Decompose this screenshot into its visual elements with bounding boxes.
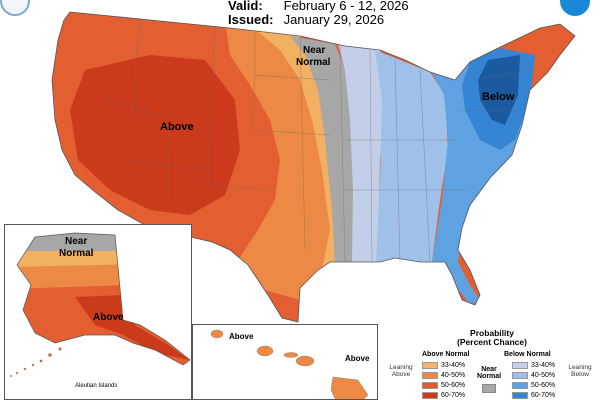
issued-key: Issued:: [228, 12, 274, 27]
below-swatch: [512, 371, 528, 379]
conus-outline: [51, 11, 576, 323]
aleutian-islands-label: Aleutian Islands: [75, 383, 118, 389]
legend-above-heading: Above Normal: [422, 351, 470, 358]
conus-near-label-line1: Near: [303, 45, 325, 56]
below-swatch: [512, 361, 528, 369]
above-range-label: 60-70%: [441, 391, 466, 399]
issued-line: Issued: January 29, 2026: [228, 12, 384, 27]
conus-below-label: Below: [482, 91, 515, 103]
valid-key: Valid:: [228, 0, 263, 13]
legend-leaning-below: Leaning Below: [562, 364, 598, 378]
near-head-line1: Near: [481, 366, 497, 373]
legend-near-heading: Near Normal: [477, 366, 501, 380]
molokai-island: [283, 352, 299, 358]
below-swatch: [512, 381, 528, 389]
below-row: 60-70%: [512, 391, 555, 399]
valid-line: Valid: February 6 - 12, 2026: [228, 0, 409, 13]
above-swatch: [422, 391, 438, 399]
ak-above-label: Above: [93, 312, 124, 323]
hi-above-label-1: Above: [229, 332, 254, 341]
alaska-inset: Near Normal Above Aleutian Islands: [4, 224, 192, 400]
above-swatch: [422, 381, 438, 389]
probability-legend: Probability (Percent Chance) Above Norma…: [384, 326, 600, 400]
hawaii-inset: Above Above: [192, 324, 378, 400]
issued-value: January 29, 2026: [283, 12, 385, 27]
valid-value: February 6 - 12, 2026: [283, 0, 409, 13]
aleutian-islands-chain: [10, 347, 62, 377]
below-row: 40-50%: [512, 371, 555, 379]
conus-above-label: Above: [160, 121, 194, 133]
maui-island: [295, 355, 315, 367]
above-row: 40-50%: [422, 371, 465, 379]
above-swatch: [422, 361, 438, 369]
below-row: 50-60%: [512, 381, 555, 389]
leaning-below-line1: Leaning: [568, 364, 592, 371]
below-range-label: 40-50%: [531, 371, 556, 379]
big-island: [330, 376, 369, 399]
hi-above-label-2: Above: [345, 354, 370, 363]
above-range-label: 33-40%: [441, 361, 466, 369]
below-range-label: 33-40%: [531, 361, 556, 369]
map-header: Valid: February 6 - 12, 2026 Issued: Jan…: [0, 0, 600, 30]
above-row: 60-70%: [422, 391, 465, 399]
state-boundaries: [99, 17, 536, 263]
conus-near-label-line2: Normal: [296, 57, 331, 68]
nws-logo: [560, 0, 590, 16]
below-range-label: 60-70%: [531, 391, 556, 399]
above-swatch: [422, 371, 438, 379]
ak-near-label-line1: Near: [65, 236, 87, 247]
below-swatch: [512, 391, 528, 399]
below-range-label: 50-60%: [531, 381, 556, 389]
oahu-island: [256, 345, 274, 357]
legend-near-swatch: [482, 384, 496, 393]
legend-title-line2: (Percent Chance): [457, 337, 527, 347]
leaning-above-line1: Leaning: [389, 364, 413, 371]
below-row: 33-40%: [512, 361, 555, 369]
above-row: 50-60%: [422, 381, 465, 389]
above-row: 33-40%: [422, 361, 465, 369]
kauai-island: [210, 329, 224, 339]
above-range-label: 40-50%: [441, 371, 466, 379]
ak-near-label-line2: Normal: [59, 248, 94, 259]
leaning-below-line2: Below: [571, 371, 589, 378]
near-head-line2: Normal: [477, 373, 502, 380]
legend-title-line1: Probability: [470, 328, 514, 338]
alaska-map: Near Normal Above: [10, 232, 191, 377]
above-range-label: 50-60%: [441, 381, 466, 389]
legend-leaning-above: Leaning Above: [384, 364, 418, 378]
leaning-above-line2: Above: [391, 371, 411, 378]
legend-below-heading: Below Normal: [504, 351, 551, 358]
hawaii-map: Above Above: [210, 329, 370, 399]
